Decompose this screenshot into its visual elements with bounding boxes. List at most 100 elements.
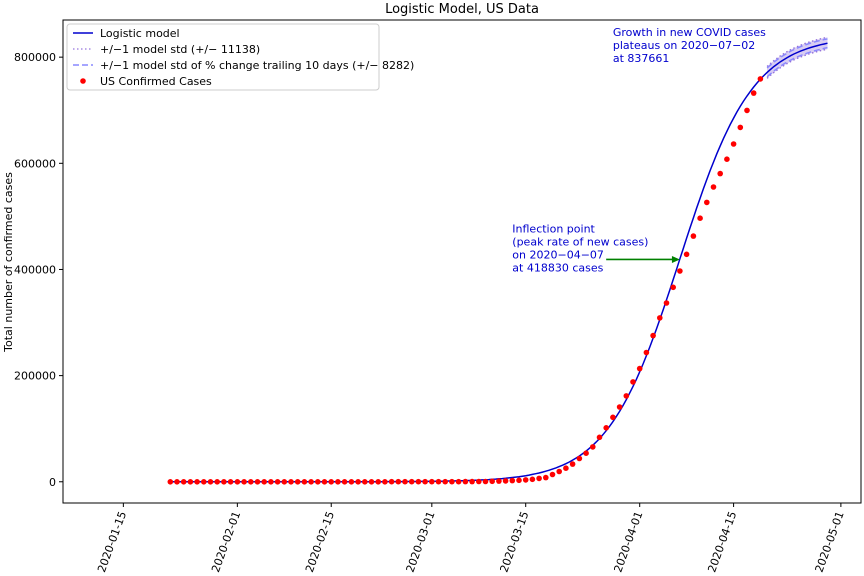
- case-point: [174, 479, 180, 485]
- case-point: [368, 479, 375, 485]
- std-upper-line: [766, 36, 828, 68]
- case-point: [194, 479, 200, 485]
- case-point: [415, 478, 422, 485]
- annotation-line: on 2020−04−07: [512, 248, 604, 261]
- case-point: [227, 479, 234, 485]
- case-point: [355, 479, 361, 485]
- case-point: [254, 479, 261, 485]
- case-point: [496, 478, 502, 484]
- case-point: [623, 393, 630, 399]
- case-point: [697, 215, 703, 221]
- case-point: [328, 479, 335, 485]
- case-point: [549, 471, 556, 478]
- case-point: [234, 479, 241, 485]
- y-tick-label: 600000: [14, 157, 56, 170]
- case-point: [576, 455, 583, 462]
- plot-frame: [62, 19, 862, 504]
- case-point: [455, 478, 462, 485]
- y-axis: 0 200000 400000 600000 800000: [14, 51, 63, 489]
- case-point: [268, 479, 274, 485]
- annotation-line: Inflection point: [512, 222, 595, 235]
- case-point: [489, 478, 496, 485]
- case-point: [730, 141, 737, 147]
- case-point: [603, 425, 609, 431]
- legend-entry-trailing: +/−1 model std of % change trailing 10 d…: [100, 59, 414, 72]
- inflection-arrow-head: [671, 255, 680, 263]
- annotation-line: Growth in new COVID cases: [613, 26, 766, 39]
- case-point: [321, 479, 328, 485]
- annotation-line: (peak rate of new cases): [512, 235, 648, 248]
- case-point: [536, 475, 542, 482]
- annotation-line: plateaus on 2020−07−02: [613, 39, 755, 52]
- legend-swatch-cases: [80, 78, 86, 84]
- case-point: [704, 199, 710, 206]
- case-point: [509, 477, 516, 484]
- y-axis-label: Total number of confirmed cases: [2, 172, 15, 353]
- case-point: [543, 474, 549, 481]
- case-point: [663, 300, 670, 306]
- case-point: [274, 479, 281, 485]
- case-point: [442, 478, 449, 485]
- case-point: [362, 479, 368, 485]
- case-point: [382, 479, 388, 485]
- case-point: [596, 434, 603, 441]
- case-point: [315, 479, 321, 485]
- plot-content: [167, 36, 828, 485]
- case-point: [180, 479, 187, 485]
- legend-entry-model: Logistic model: [100, 27, 180, 40]
- case-point: [435, 478, 442, 485]
- case-point: [630, 379, 636, 385]
- legend-entry-std: +/−1 model std (+/− 11138): [100, 43, 260, 56]
- case-point: [737, 124, 744, 131]
- case-point: [301, 479, 308, 485]
- case-point: [281, 479, 288, 485]
- case-point: [201, 479, 207, 485]
- legend-box: [66, 23, 380, 91]
- trailing-upper-line: [766, 38, 828, 69]
- case-point: [476, 478, 482, 485]
- case-point: [341, 479, 348, 485]
- case-point: [221, 479, 227, 485]
- case-point: [308, 479, 314, 485]
- legend: Logistic model +/−1 model std (+/− 11138…: [66, 23, 414, 91]
- case-point: [348, 479, 355, 485]
- case-point: [375, 479, 382, 485]
- case-point: [610, 414, 616, 421]
- case-point: [744, 107, 750, 114]
- case-point: [288, 479, 294, 485]
- case-point: [516, 477, 522, 484]
- case-point: [167, 479, 174, 485]
- case-point: [583, 450, 589, 457]
- case-point: [670, 284, 676, 291]
- case-point: [462, 478, 469, 485]
- case-point: [677, 268, 683, 274]
- case-point: [643, 349, 650, 356]
- case-point: [690, 233, 697, 239]
- case-point: [569, 461, 576, 467]
- y-tick-label: 200000: [14, 370, 56, 383]
- case-point: [522, 477, 529, 483]
- annotations: Inflection point(peak rate of new cases)…: [512, 26, 766, 274]
- case-point: [402, 478, 408, 485]
- case-point: [616, 404, 623, 410]
- annotation-line: at 837661: [613, 52, 670, 65]
- case-point: [590, 444, 596, 450]
- case-point: [710, 184, 717, 190]
- chart-title: Logistic Model, US Data: [385, 2, 539, 17]
- case-point: [529, 476, 536, 483]
- case-point: [650, 332, 656, 339]
- case-point: [241, 479, 247, 485]
- case-point: [395, 478, 402, 485]
- case-point: [335, 479, 341, 485]
- legend-entry-cases: US Confirmed Cases: [100, 75, 212, 88]
- case-point: [294, 479, 301, 485]
- case-point: [750, 90, 757, 96]
- case-point: [482, 478, 489, 485]
- case-point: [683, 251, 690, 258]
- case-point: [469, 478, 475, 485]
- case-point: [429, 478, 435, 485]
- case-point: [563, 465, 569, 472]
- case-point: [248, 479, 254, 485]
- case-point: [388, 478, 395, 485]
